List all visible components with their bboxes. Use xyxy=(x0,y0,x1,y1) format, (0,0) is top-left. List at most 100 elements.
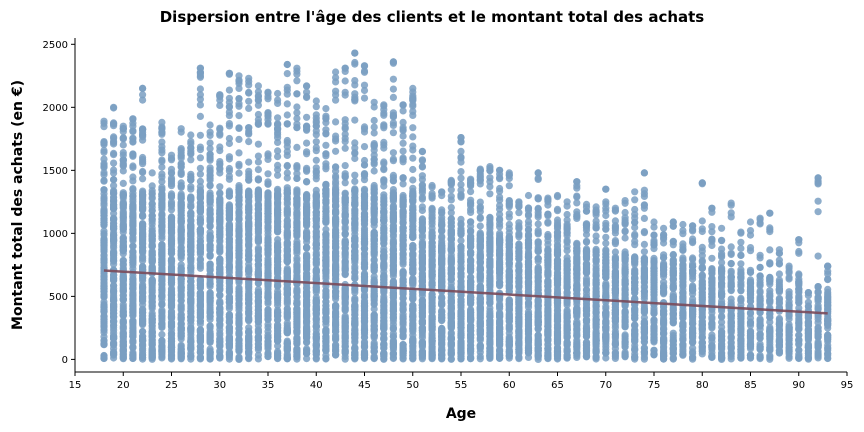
data-point xyxy=(158,293,166,301)
data-point xyxy=(196,337,204,345)
data-point xyxy=(216,96,224,104)
data-point xyxy=(129,271,137,280)
data-point xyxy=(399,314,407,322)
data-point xyxy=(264,194,272,202)
data-point xyxy=(100,138,108,146)
data-point xyxy=(110,285,118,293)
data-point xyxy=(196,307,204,315)
data-point xyxy=(303,229,311,237)
data-point xyxy=(283,90,291,98)
data-point xyxy=(100,354,108,362)
data-point xyxy=(380,176,388,184)
data-point xyxy=(293,187,301,195)
data-point xyxy=(119,149,127,157)
data-point xyxy=(283,296,291,304)
data-point xyxy=(206,337,214,345)
data-point xyxy=(312,167,320,175)
data-point xyxy=(389,253,397,261)
data-point xyxy=(139,288,147,296)
data-point xyxy=(322,160,330,168)
data-point xyxy=(322,141,330,149)
data-point xyxy=(100,148,108,156)
data-point xyxy=(341,352,349,361)
data-point xyxy=(158,354,166,362)
data-point xyxy=(245,158,253,166)
data-point xyxy=(341,254,349,262)
data-point xyxy=(100,340,108,349)
data-point xyxy=(225,225,233,233)
data-point xyxy=(360,192,369,200)
data-point xyxy=(235,215,243,223)
data-point xyxy=(129,185,137,193)
data-point xyxy=(332,317,340,326)
data-point xyxy=(360,94,369,102)
data-point xyxy=(274,161,282,169)
data-point xyxy=(264,266,272,274)
data-point xyxy=(129,322,137,330)
data-point xyxy=(206,172,214,180)
data-point xyxy=(380,213,388,222)
data-point xyxy=(225,139,233,148)
data-point xyxy=(360,338,369,346)
data-point xyxy=(235,112,243,120)
data-point xyxy=(148,315,156,323)
data-point xyxy=(254,212,262,220)
data-point xyxy=(196,73,204,81)
data-point xyxy=(245,138,253,146)
data-point xyxy=(389,268,397,276)
data-point xyxy=(351,177,359,185)
data-point xyxy=(370,322,378,330)
data-point xyxy=(187,344,195,352)
data-point xyxy=(196,353,204,361)
data-point xyxy=(389,155,397,163)
data-point xyxy=(196,85,204,93)
data-point xyxy=(139,239,147,247)
data-point xyxy=(206,252,214,260)
data-point xyxy=(177,193,185,202)
data-point xyxy=(360,317,369,325)
data-point xyxy=(196,112,204,120)
data-point xyxy=(341,271,349,279)
data-point xyxy=(177,310,185,318)
data-point xyxy=(389,192,397,201)
data-point xyxy=(206,241,214,249)
data-point xyxy=(110,271,118,279)
data-point xyxy=(370,151,378,159)
data-point xyxy=(274,211,282,219)
data-point xyxy=(206,121,214,129)
data-point xyxy=(351,334,359,342)
data-point xyxy=(380,350,388,358)
data-point xyxy=(235,194,243,202)
data-point xyxy=(110,151,118,159)
data-point xyxy=(264,215,272,223)
data-point xyxy=(206,266,214,274)
data-point xyxy=(312,111,320,119)
data-point xyxy=(370,299,378,307)
data-point xyxy=(380,320,388,328)
data-point xyxy=(129,352,137,360)
data-point xyxy=(245,354,253,362)
data-point xyxy=(187,338,195,346)
data-point xyxy=(245,74,253,82)
data-point xyxy=(110,182,118,190)
data-point xyxy=(264,315,272,323)
data-point xyxy=(303,322,311,330)
data-point xyxy=(409,100,417,109)
data-point xyxy=(206,327,214,336)
data-point xyxy=(399,351,407,359)
data-point xyxy=(380,248,388,256)
data-point xyxy=(312,309,320,317)
data-point xyxy=(206,322,214,330)
data-point xyxy=(274,322,282,330)
data-point xyxy=(254,190,262,198)
data-point xyxy=(389,344,397,352)
data-point xyxy=(100,241,108,249)
data-point xyxy=(332,118,340,126)
data-point xyxy=(389,218,397,226)
data-point xyxy=(119,340,127,348)
data-point xyxy=(360,220,369,229)
data-point xyxy=(380,239,388,247)
data-point xyxy=(235,204,243,212)
data-point xyxy=(167,263,176,272)
data-point xyxy=(216,101,224,109)
